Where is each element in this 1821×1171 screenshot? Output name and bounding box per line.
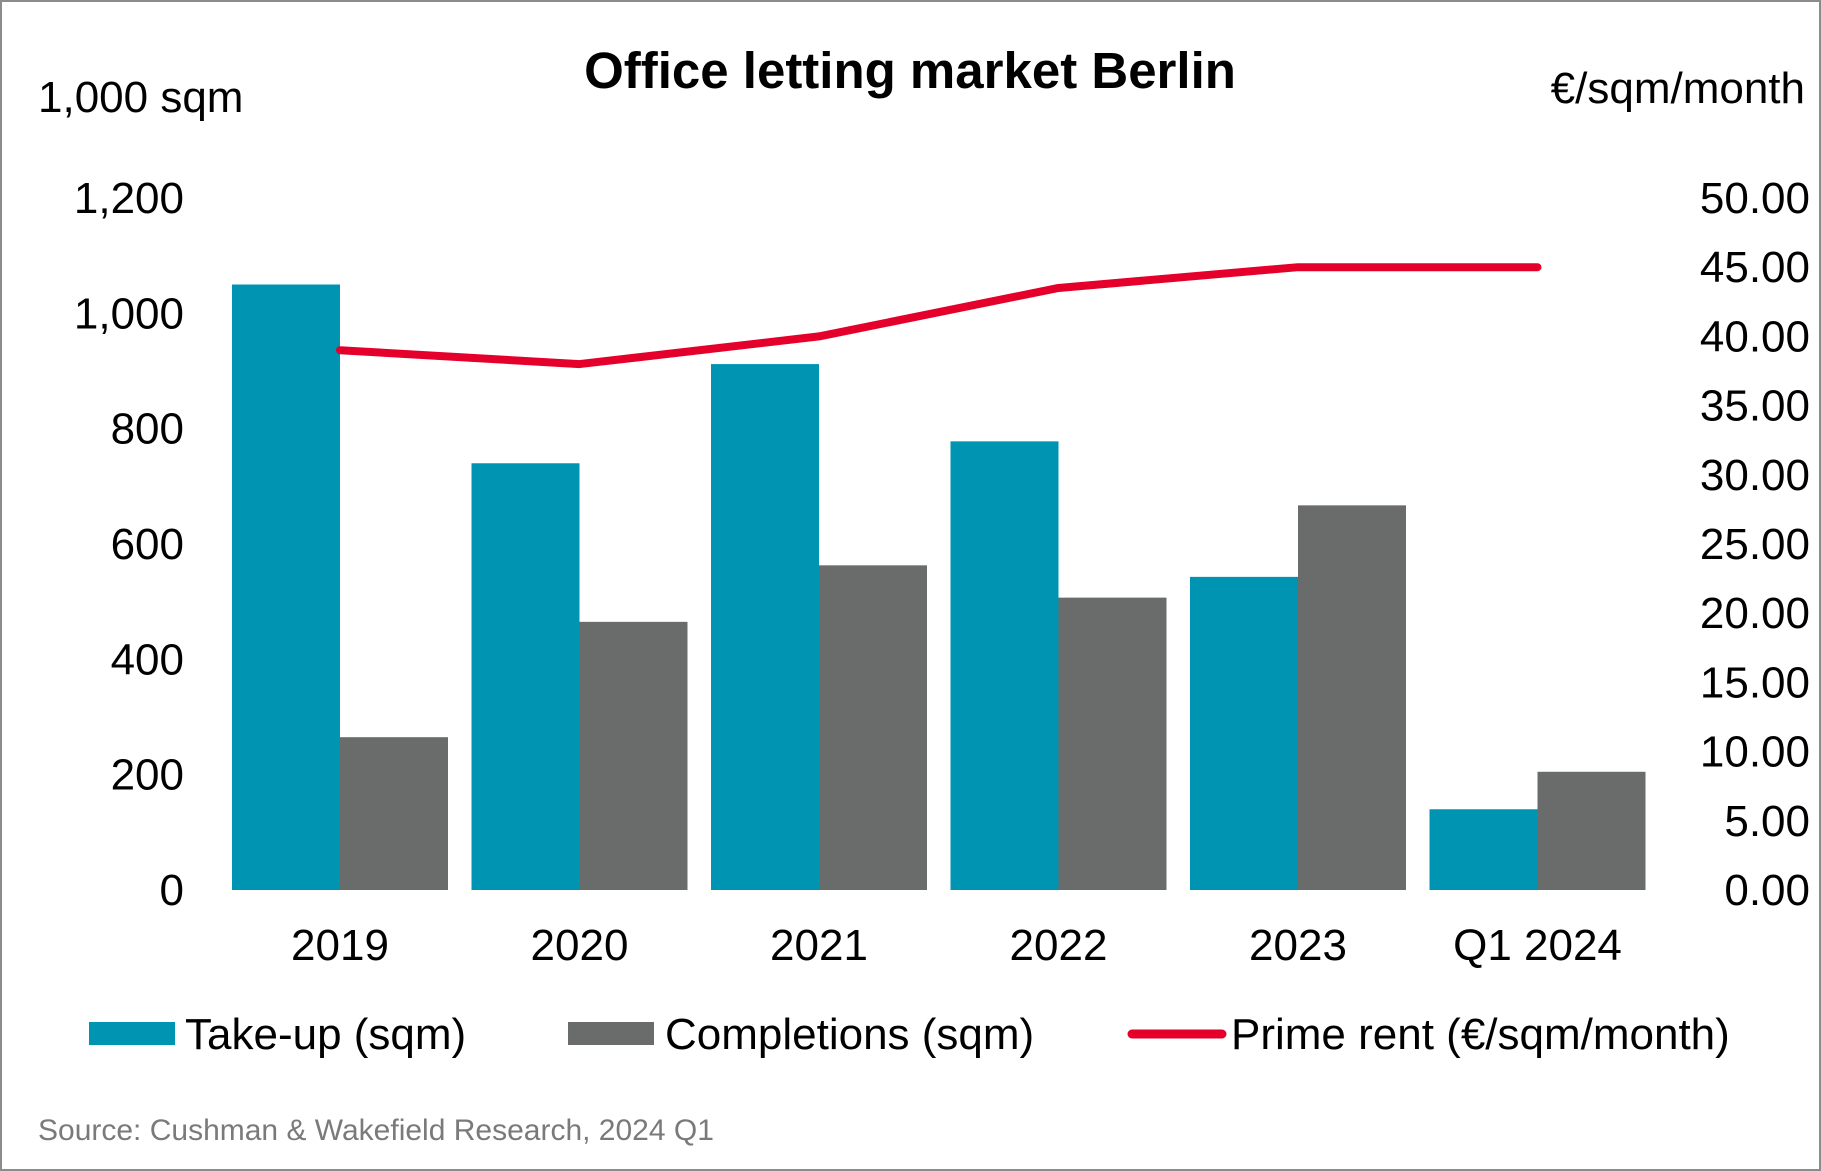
left-tick-label: 600 [111,520,184,569]
x-tick-label-2022: 2022 [1010,921,1108,970]
right-tick-label: 45.00 [1700,243,1810,292]
x-tick-label-2020: 2020 [531,921,629,970]
legend-label-take-up: Take-up (sqm) [185,1010,466,1059]
left-axis-unit-label: 1,000 sqm [38,73,243,122]
bar-completions-sqm-2023 [1298,505,1406,890]
bar-take-up-sqm-2020 [471,463,580,890]
right-tick-label: 30.00 [1700,451,1810,500]
bars-layer [232,284,1646,891]
left-tick-label: 200 [111,751,184,800]
bar-completions-sqm-2021 [819,565,927,890]
left-tick-label: 800 [111,405,184,454]
right-tick-label: 50.00 [1700,174,1810,223]
bar-take-up-sqm-q1-2024 [1429,809,1538,890]
right-tick-label: 40.00 [1700,312,1810,361]
right-axis-ticks: 0.00 5.00 10.00 15.00 20.00 25.00 30.00 35.00 40… [1700,174,1810,915]
right-tick-label: 0.00 [1724,866,1810,915]
left-axis-ticks: 0 200 400 600 800 1,000 1,200 [74,174,184,915]
source-note: Source: Cushman & Wakefield Research, 20… [38,1114,714,1147]
right-tick-label: 10.00 [1700,728,1810,777]
chart-title: Office letting market Berlin [584,42,1236,99]
left-tick-label: 1,200 [74,174,184,223]
right-tick-label: 25.00 [1700,520,1810,569]
bar-completions-sqm-2022 [1058,597,1167,890]
legend-label-prime-rent: Prime rent (€/sqm/month) [1231,1010,1730,1059]
legend: Take-up (sqm) Completions (sqm) Prime re… [89,1010,1730,1059]
right-tick-label: 15.00 [1700,658,1810,707]
bar-completions-sqm-2020 [579,621,688,890]
left-tick-label: 400 [111,635,184,684]
left-tick-label: 0 [160,866,184,915]
legend-swatch-take-up [89,1022,175,1045]
bar-take-up-sqm-2022 [950,441,1059,890]
bar-take-up-sqm-2023 [1190,576,1298,890]
left-tick-label: 1,000 [74,289,184,338]
line-layer [336,263,1542,369]
right-tick-label: 35.00 [1700,382,1810,431]
bar-take-up-sqm-2021 [711,364,819,891]
x-tick-label-2023: 2023 [1249,921,1347,970]
x-tick-label-2019: 2019 [291,921,389,970]
x-axis-ticks: 2019 2020 2021 2022 2023 Q1 2024 [291,921,1622,970]
bar-completions-sqm-q1-2024 [1537,771,1646,890]
bar-completions-sqm-2019 [340,737,448,890]
right-tick-label: 20.00 [1700,589,1810,638]
legend-swatch-completions [568,1022,654,1045]
x-tick-label-q1-2024: Q1 2024 [1453,921,1622,970]
right-axis-unit-label: €/sqm/month [1551,64,1805,113]
right-tick-label: 5.00 [1724,797,1810,846]
bar-take-up-sqm-2019 [232,284,340,890]
line-prime-rent-sqm-month [336,263,1542,369]
legend-label-completions: Completions (sqm) [665,1010,1034,1059]
x-tick-label-2021: 2021 [770,921,868,970]
